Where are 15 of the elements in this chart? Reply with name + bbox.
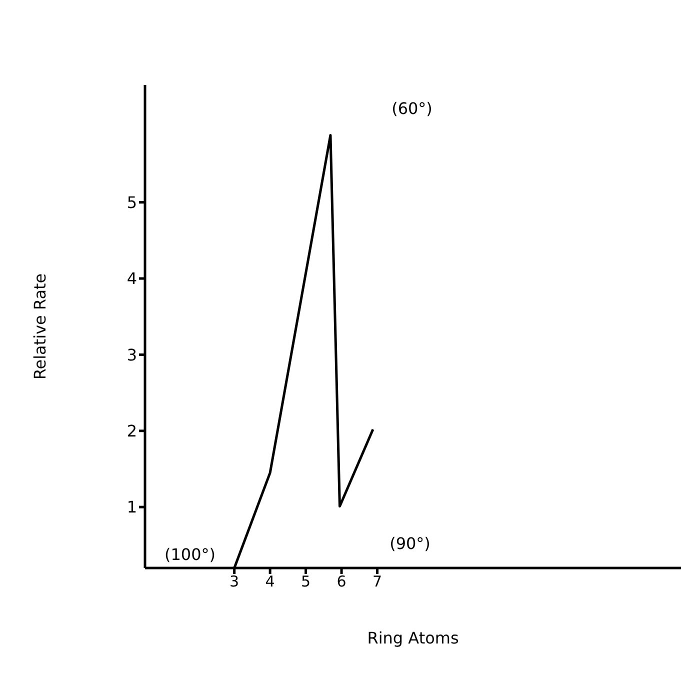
y-tick-label: 3 bbox=[126, 345, 137, 364]
y-tick-label: 5 bbox=[126, 193, 137, 212]
annotation: (90°) bbox=[390, 534, 430, 553]
x-tick-label: 6 bbox=[336, 572, 346, 591]
x-tick-label: 3 bbox=[230, 572, 240, 591]
y-tick-label: 2 bbox=[126, 422, 137, 441]
x-tick-label: 5 bbox=[301, 572, 311, 591]
y-tick-label: 1 bbox=[126, 498, 137, 517]
x-tick-label: 7 bbox=[372, 572, 382, 591]
y-tick-label: 4 bbox=[126, 269, 137, 288]
annotation: (100°) bbox=[164, 545, 216, 564]
x-tick-label: 4 bbox=[265, 572, 275, 591]
annotation: (60°) bbox=[392, 99, 432, 118]
x-axis-title: Ring Atoms bbox=[367, 628, 459, 648]
y-axis-title: Relative Rate bbox=[30, 273, 50, 380]
